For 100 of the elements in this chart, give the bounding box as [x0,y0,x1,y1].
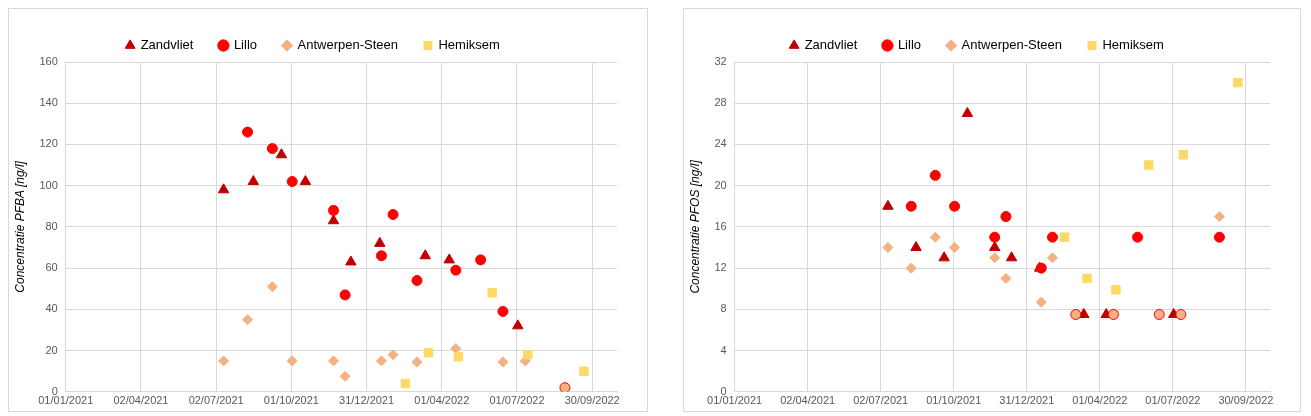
legend-label: Lillo [897,37,922,53]
y-tick-label: 120 [39,137,58,150]
point [905,200,917,212]
point [411,356,423,368]
point [328,355,340,367]
point [453,352,464,362]
point [1005,251,1018,262]
y-tick-label: 24 [714,137,727,150]
point [1000,272,1012,284]
legend-label: Hemiksem [438,37,500,53]
point [475,254,487,266]
x-tick-label: 30/09/2022 [1218,394,1274,407]
x-tick-label: 02/07/2021 [853,394,909,407]
legend-label: Antwerpen-Steen [961,37,1062,53]
x-tick-label: 01/07/2022 [1145,394,1201,407]
point [929,169,941,181]
point [989,241,1001,252]
point [387,209,399,221]
x-tick-label: 31/12/2021 [999,394,1055,407]
x-tick-label: 01/04/2022 [1072,394,1128,407]
y-tick-label: 4 [720,343,727,356]
point [1046,231,1058,243]
point [443,253,455,264]
y-tick-label: 160 [39,55,58,68]
point [929,231,941,243]
y-tick-label: 80 [45,219,58,232]
legend-label: Antwerpen-Steen [297,37,398,53]
y-tick-label: 12 [714,261,727,274]
point [299,175,312,186]
point [339,370,351,382]
y-tick-label: 60 [45,261,58,274]
y-tick-label: 20 [45,343,58,356]
x-tick-label: 01/10/2021 [263,394,319,407]
point [487,288,497,298]
point [1046,252,1058,264]
point [1059,232,1070,242]
x-tick-label: 01/04/2022 [414,394,470,407]
point [910,241,922,252]
point [411,274,423,286]
point [1000,211,1012,223]
point [339,289,351,301]
point [374,236,386,247]
x-tick-label: 01/10/2021 [926,394,982,407]
legend-label: Zandvliet [140,37,194,53]
point [1082,273,1092,284]
y-axis-title: Concentratie PFBA [ng/l] [12,160,27,293]
point [286,176,298,188]
point [242,126,254,138]
y-tick-label: 0 [720,384,727,397]
x-tick-label: 02/04/2021 [113,394,169,407]
point [512,319,524,330]
point [1132,231,1144,243]
point [1035,296,1047,308]
point [497,305,509,317]
point [961,107,974,118]
y-tick-label: 28 [714,96,727,109]
x-tick-label: 02/07/2021 [188,394,244,407]
legend-label: Hemiksem [1102,37,1164,53]
y-axis-title: Concentratie PFOS [ng/l] [687,159,702,294]
y-tick-label: 32 [714,55,727,68]
y-tick-label: 0 [51,384,58,397]
point [989,252,1001,264]
point [949,242,961,254]
point [327,214,340,225]
point [423,347,434,358]
point [1213,211,1225,223]
point [419,249,431,260]
point [375,355,387,367]
point [1233,77,1243,88]
x-tick-label: 01/07/2022 [489,394,545,407]
x-tick-label: 01/01/2021 [38,394,94,407]
legend-label: Zandvliet [804,37,858,53]
x-tick-label: 01/01/2021 [707,394,763,407]
point [949,200,961,212]
x-tick-label: 30/09/2022 [564,394,620,407]
point [345,255,357,266]
point [275,148,288,159]
x-tick-label: 31/12/2021 [339,394,395,407]
y-tick-label: 100 [39,178,58,191]
y-tick-label: 16 [714,219,727,232]
y-tick-label: 40 [45,302,58,315]
point [523,349,533,360]
point [387,349,399,361]
point [905,262,917,274]
point [1213,231,1225,243]
point [497,356,509,368]
y-tick-label: 8 [720,302,727,315]
point [400,378,411,389]
point [218,355,230,367]
point [217,183,230,194]
y-tick-label: 140 [39,96,58,109]
point [328,204,340,216]
y-tick-label: 20 [714,178,727,191]
legend-label: Lillo [233,37,258,53]
x-tick-label: 02/04/2021 [780,394,836,407]
point [989,231,1001,243]
point [579,366,589,376]
point [1144,160,1154,170]
point [375,250,387,262]
point [882,242,894,254]
